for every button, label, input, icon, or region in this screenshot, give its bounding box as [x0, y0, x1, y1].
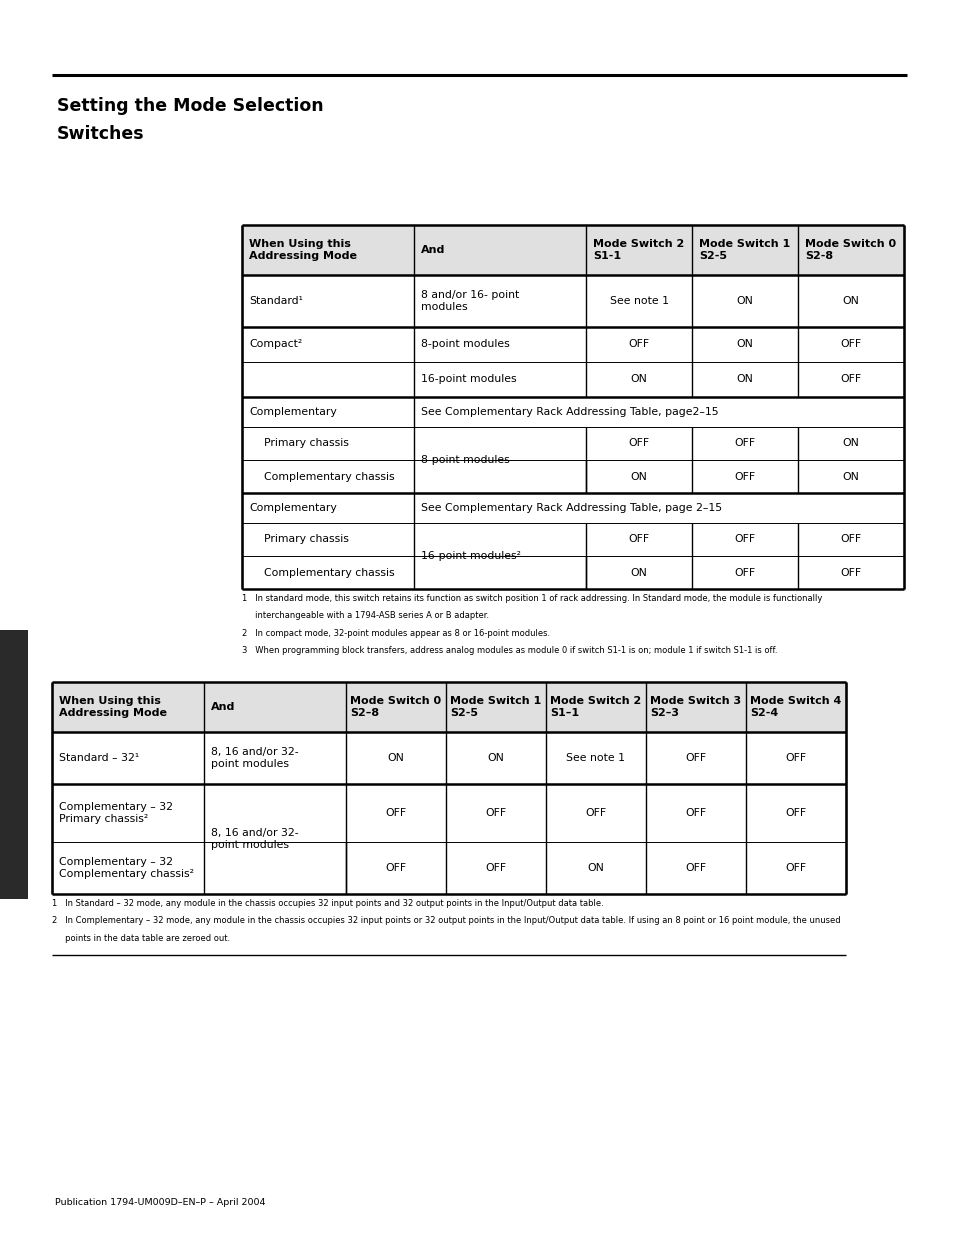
- Text: Complementary – 32
Primary chassis²: Complementary – 32 Primary chassis²: [59, 802, 172, 824]
- Text: OFF: OFF: [628, 340, 649, 350]
- Text: OFF: OFF: [628, 535, 649, 545]
- Text: Compact²: Compact²: [249, 340, 302, 350]
- Text: 1   In standard mode, this switch retains its function as switch position 1 of r: 1 In standard mode, this switch retains …: [242, 594, 821, 603]
- Text: OFF: OFF: [628, 438, 649, 448]
- Text: OFF: OFF: [840, 535, 861, 545]
- Text: See Complementary Rack Addressing Table, page2–15: See Complementary Rack Addressing Table,…: [420, 408, 718, 417]
- Text: OFF: OFF: [784, 808, 805, 818]
- Text: ON: ON: [630, 568, 647, 578]
- Text: And: And: [211, 701, 235, 713]
- Text: And: And: [420, 245, 445, 254]
- Text: 8-point modules: 8-point modules: [420, 454, 509, 466]
- Text: When Using this
Addressing Mode: When Using this Addressing Mode: [59, 697, 167, 718]
- Text: 3   When programming block transfers, address analog modules as module 0 if swit: 3 When programming block transfers, addr…: [242, 646, 777, 656]
- Text: ON: ON: [387, 753, 404, 763]
- Text: Mode Switch 2
S1-1: Mode Switch 2 S1-1: [593, 240, 684, 261]
- Text: 8 and/or 16- point
modules: 8 and/or 16- point modules: [420, 290, 518, 312]
- Text: Complementary: Complementary: [249, 503, 336, 513]
- Text: Complementary: Complementary: [249, 408, 336, 417]
- Text: ON: ON: [841, 296, 859, 306]
- Text: ON: ON: [487, 753, 504, 763]
- Text: ON: ON: [736, 340, 753, 350]
- Text: OFF: OFF: [485, 863, 506, 873]
- Text: Mode Switch 1
S2-5: Mode Switch 1 S2-5: [450, 697, 541, 718]
- Text: See Complementary Rack Addressing Table, page 2–15: See Complementary Rack Addressing Table,…: [420, 503, 721, 513]
- Text: Standard – 32¹: Standard – 32¹: [59, 753, 139, 763]
- Text: 8-point modules: 8-point modules: [420, 340, 509, 350]
- Text: OFF: OFF: [734, 438, 755, 448]
- Text: Mode Switch 1
S2-5: Mode Switch 1 S2-5: [699, 240, 790, 261]
- Text: Standard¹: Standard¹: [249, 296, 302, 306]
- Text: 1   In Standard – 32 mode, any module in the chassis occupies 32 input points an: 1 In Standard – 32 mode, any module in t…: [52, 899, 603, 908]
- Text: Complementary – 32
Complementary chassis²: Complementary – 32 Complementary chassis…: [59, 857, 193, 879]
- Text: OFF: OFF: [840, 340, 861, 350]
- Text: Mode Switch 2
S1–1: Mode Switch 2 S1–1: [550, 697, 641, 718]
- Text: ON: ON: [630, 374, 647, 384]
- Text: 2   In Complementary – 32 mode, any module in the chassis occupies 32 input poin: 2 In Complementary – 32 mode, any module…: [52, 916, 840, 925]
- Text: Mode Switch 0
S2-8: Mode Switch 0 S2-8: [804, 240, 896, 261]
- Text: OFF: OFF: [734, 472, 755, 482]
- Text: ON: ON: [587, 863, 604, 873]
- Text: When Using this
Addressing Mode: When Using this Addressing Mode: [249, 240, 356, 261]
- Text: See note 1: See note 1: [609, 296, 668, 306]
- Text: Mode Switch 3
S2–3: Mode Switch 3 S2–3: [650, 697, 740, 718]
- Text: Mode Switch 4
S2-4: Mode Switch 4 S2-4: [749, 697, 841, 718]
- Bar: [52, 682, 845, 732]
- Text: ON: ON: [736, 374, 753, 384]
- Text: See note 1: See note 1: [566, 753, 625, 763]
- Bar: [242, 225, 903, 275]
- Text: OFF: OFF: [684, 808, 706, 818]
- Text: OFF: OFF: [784, 753, 805, 763]
- Text: OFF: OFF: [684, 753, 706, 763]
- Text: 16-point modules²: 16-point modules²: [420, 551, 520, 561]
- Text: 8, 16 and/or 32-
point modules: 8, 16 and/or 32- point modules: [211, 827, 298, 850]
- Text: Mode Switch 0
S2–8: Mode Switch 0 S2–8: [350, 697, 441, 718]
- Text: points in the data table are zeroed out.: points in the data table are zeroed out.: [52, 934, 230, 944]
- Bar: [0, 630, 28, 899]
- Text: OFF: OFF: [485, 808, 506, 818]
- Text: OFF: OFF: [385, 863, 406, 873]
- Text: OFF: OFF: [385, 808, 406, 818]
- Text: Switches: Switches: [57, 125, 145, 143]
- Text: Publication 1794-UM009D–EN–P – April 2004: Publication 1794-UM009D–EN–P – April 200…: [55, 1198, 265, 1207]
- Text: OFF: OFF: [734, 568, 755, 578]
- Text: ON: ON: [630, 472, 647, 482]
- Text: interchangeable with a 1794-ASB series A or B adapter.: interchangeable with a 1794-ASB series A…: [242, 611, 489, 620]
- Text: Primary chassis: Primary chassis: [264, 535, 349, 545]
- Text: OFF: OFF: [585, 808, 606, 818]
- Text: 16-point modules: 16-point modules: [420, 374, 517, 384]
- Text: OFF: OFF: [840, 374, 861, 384]
- Text: 8, 16 and/or 32-
point modules: 8, 16 and/or 32- point modules: [211, 747, 298, 769]
- Text: OFF: OFF: [734, 535, 755, 545]
- Text: 2   In compact mode, 32-point modules appear as 8 or 16-point modules.: 2 In compact mode, 32-point modules appe…: [242, 629, 550, 638]
- Text: ON: ON: [841, 438, 859, 448]
- Text: Setting the Mode Selection: Setting the Mode Selection: [57, 98, 323, 115]
- Text: ON: ON: [736, 296, 753, 306]
- Text: OFF: OFF: [840, 568, 861, 578]
- Text: ON: ON: [841, 472, 859, 482]
- Text: Complementary chassis: Complementary chassis: [264, 568, 395, 578]
- Text: OFF: OFF: [684, 863, 706, 873]
- Text: Primary chassis: Primary chassis: [264, 438, 349, 448]
- Text: OFF: OFF: [784, 863, 805, 873]
- Text: Complementary chassis: Complementary chassis: [264, 472, 395, 482]
